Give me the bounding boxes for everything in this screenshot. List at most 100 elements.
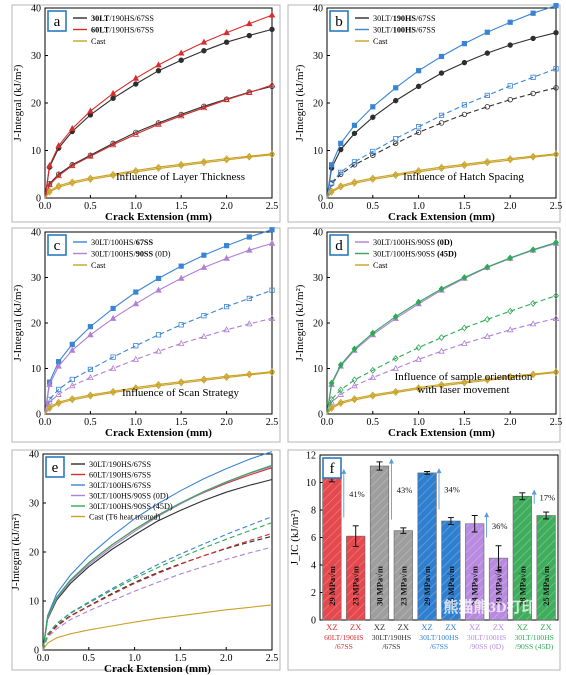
data-point [87,324,93,330]
data-point [530,35,536,42]
legend-text: 30LT/100HS/ [91,250,136,259]
x-tick-label: 2.0 [504,201,517,212]
data-point [553,368,559,376]
panel-label: f [330,461,335,477]
data-point [133,81,139,87]
data-point [269,369,275,377]
data-point [69,376,75,383]
data-point [132,385,139,393]
data-point [55,362,62,369]
y-tick-label: 40 [31,228,41,239]
data-point [351,130,358,137]
panel-b: 0.0 0.5 1.0 1.5 2.0 2.5 0 10 20 30 40 Crack Extensi… [287,3,562,223]
data-point [223,254,230,261]
legend-text: 30LT/ [373,14,393,23]
data-point [55,172,62,179]
series-line [42,522,273,651]
data-point [200,375,207,383]
data-point [177,274,185,281]
legend-label: 60LT/190HS/67SS [91,26,154,35]
panel-label-box [322,457,342,479]
y-tick-label: 10 [29,597,39,608]
data-point [246,32,252,39]
legend-text: 60LT/190HS/67SS [89,471,151,480]
legend-text: /67SS [416,14,436,23]
data-point [155,163,162,171]
drop-percent: 34% [444,485,460,495]
data-point [507,374,514,382]
panel-label-box [45,456,65,478]
data-point [369,373,377,381]
legend-text: /67SS [416,26,436,35]
series-line [42,464,273,651]
y-tick-label: 0 [36,194,41,205]
data-point [507,156,514,164]
data-point [109,141,117,148]
data-point [87,391,94,399]
data-point [530,246,537,254]
data-point [392,355,399,362]
legend-text-bold: 100HS [393,26,417,35]
y-tick-label: 10 [313,146,323,157]
series-line [42,532,273,651]
x-tick-label: 1.5 [458,417,471,428]
orientation-label: ZX [493,622,504,632]
data-point [223,156,230,164]
y-tick-label: 30 [29,499,39,510]
data-point [269,151,275,159]
data-point [507,155,514,162]
data-point [553,239,559,246]
data-point [87,392,94,400]
data-point [392,170,399,178]
data-point [268,11,276,18]
watermark: 熊猫熊3D打印 [443,598,536,616]
data-point [46,181,53,188]
data-point [351,159,358,165]
data-point [155,332,162,338]
x-tick-label: 0.0 [321,417,334,428]
y-tick-label: 10 [31,364,41,375]
x-tick-label: 1.0 [412,417,425,428]
legend-text: Cast [91,37,106,46]
data-point [461,162,468,170]
y-tick-label: 10 [313,364,323,375]
data-point [369,329,376,337]
data-point [415,168,422,176]
x-tick-label: 1.0 [412,201,425,212]
data-point [132,300,140,307]
data-point [87,174,94,182]
data-point [337,386,344,394]
data-point [87,331,94,338]
legend-label: 30LT/100HS/67SS [89,481,151,490]
data-point [461,274,468,281]
group-label: 30LT/100HS [419,633,458,642]
legend-label: 60LT/190HS/67SS [89,471,151,480]
data-point [178,162,185,170]
x-tick-label: 1.0 [128,653,141,664]
x-tick-label: 1.5 [174,653,187,664]
data-point [132,130,140,137]
series-line [44,372,273,415]
data-point [246,153,253,161]
y-tick-label: 0 [34,646,39,657]
legend-label: 30LT/190HS/67SS [91,14,154,23]
data-point [200,104,208,111]
data-point [177,339,185,346]
legend-text-bold: 60LT [91,26,110,35]
x-tick-label: 1.0 [130,417,143,428]
x-tick-label: 2.5 [266,201,279,212]
data-point [46,162,53,169]
data-point [369,176,376,183]
data-point [155,165,162,172]
data-point [155,286,162,293]
data-point [370,148,376,155]
data-point [461,378,468,386]
y-tick-label: 6 [311,533,316,544]
data-point [351,179,358,187]
data-point [178,322,184,328]
data-point [530,370,537,378]
data-point [415,167,422,174]
y-tick-label: 10 [306,478,316,489]
data-point [507,19,513,25]
